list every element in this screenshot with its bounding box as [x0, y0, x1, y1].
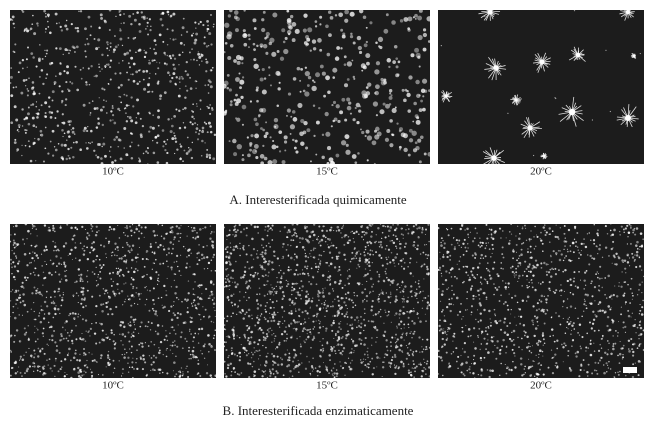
image-label: 15ºC: [316, 380, 338, 392]
image-background: [224, 10, 430, 164]
image-label: 10ºC: [102, 380, 124, 392]
image-label: 20ºC: [530, 166, 552, 178]
image-label: 15ºC: [316, 166, 338, 178]
micrograph: [10, 224, 216, 378]
panel-caption: B. Interesterificada enzimaticamente: [223, 403, 414, 418]
micrograph: [224, 224, 430, 378]
image-background: [438, 10, 644, 164]
panel-caption: A. Interesterificada quimicamente: [229, 192, 406, 207]
micrograph: [438, 224, 644, 378]
micrograph: [10, 10, 216, 164]
micrograph: [438, 10, 644, 164]
image-background: [10, 10, 216, 164]
image-label: 20ºC: [530, 380, 552, 392]
scale-bar: [623, 367, 637, 373]
image-label: 10ºC: [102, 166, 124, 178]
image-background: [224, 224, 430, 378]
micrographs: [10, 10, 644, 378]
image-background: [10, 224, 216, 378]
micrograph: [224, 10, 430, 164]
